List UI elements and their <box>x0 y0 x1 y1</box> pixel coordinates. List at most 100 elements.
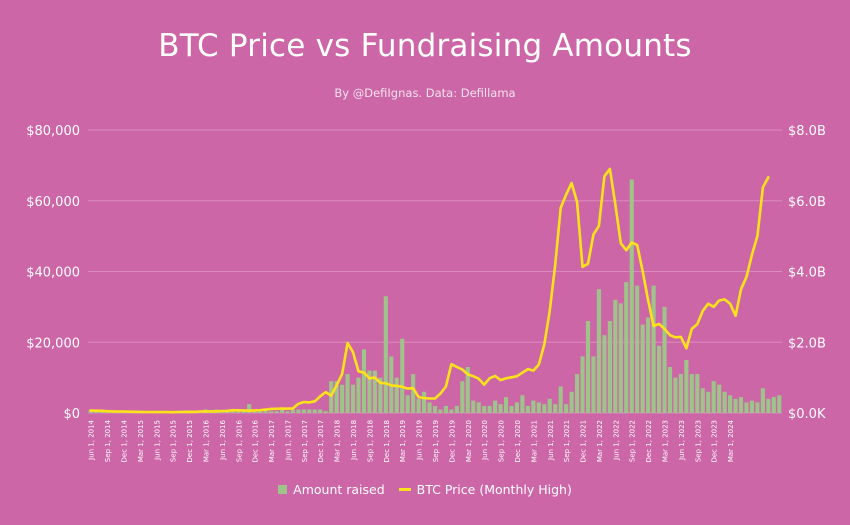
right-axis-tick-label: $0.0K <box>788 407 826 422</box>
left-axis-tick-label: $80,000 <box>26 124 80 139</box>
x-tick-label: Mar 1, 2015 <box>137 420 145 462</box>
bar-amount-raised <box>525 405 530 413</box>
chart-title: BTC Price vs Fundraising Amounts <box>158 28 692 64</box>
x-tick-label: Jun 1, 2023 <box>678 420 686 461</box>
x-tick-label: Mar 1, 2022 <box>596 420 604 462</box>
left-axis-tick-label: $20,000 <box>26 336 80 351</box>
bar-amount-raised <box>558 386 563 413</box>
bar-amount-raised <box>421 391 427 413</box>
bar-amount-raised <box>493 400 498 413</box>
bar-amount-raised <box>613 299 618 413</box>
bar-amount-raised <box>465 367 470 413</box>
bar-amount-raised <box>520 395 525 413</box>
x-tick-label: Dec 1, 2014 <box>121 419 129 462</box>
x-tick-label: Jun 1, 2017 <box>285 420 293 461</box>
bar-amount-raised <box>695 374 700 413</box>
bar-amount-raised <box>258 411 263 413</box>
bar-amount-raised <box>656 345 662 413</box>
bar-amount-raised <box>340 384 345 413</box>
x-tick-label: Jun 1, 2016 <box>219 419 227 460</box>
legend-label-btc-price: BTC Price (Monthly High) <box>416 482 572 497</box>
bar-amount-raised <box>471 400 476 413</box>
x-tick-label: Mar 1, 2020 <box>465 420 473 462</box>
x-tick-label: Sep 1, 2015 <box>170 420 178 462</box>
bar-amount-raised <box>350 384 356 413</box>
bar-amount-raised <box>689 374 694 413</box>
bar-amount-raised <box>361 349 367 413</box>
bar-amount-raised <box>427 402 432 413</box>
x-tick-label: Mar 1, 2017 <box>268 420 276 462</box>
bar-amount-raised <box>755 402 760 413</box>
bar-amount-raised <box>607 321 612 413</box>
right-axis-tick-label: $8.0B <box>788 124 826 139</box>
bar-amount-raised <box>684 359 689 413</box>
bar-amount-raised <box>651 285 656 413</box>
bar-amount-raised <box>378 377 383 413</box>
x-tick-label: Jun 1, 2015 <box>153 420 161 461</box>
right-axis-tick-label: $2.0B <box>788 336 826 351</box>
bar-amount-raised <box>372 370 377 413</box>
bar-amount-raised <box>449 409 454 413</box>
bar-amount-raised <box>706 391 711 413</box>
bar-amount-raised <box>268 411 274 413</box>
bar-amount-raised <box>432 405 438 413</box>
bar-amount-raised <box>591 356 596 413</box>
bar-amount-raised <box>760 388 765 413</box>
x-tick-label: Sep 1, 2020 <box>498 420 506 462</box>
bar-amount-raised <box>290 409 295 413</box>
bar-amount-raised <box>766 398 771 413</box>
bar-amount-raised <box>312 409 317 413</box>
right-axis-tick-label: $4.0B <box>788 266 826 281</box>
legend-item-btc-price[interactable]: BTC Price (Monthly High) <box>398 482 572 497</box>
bar-amount-raised <box>99 411 104 413</box>
bar-amount-raised <box>482 405 487 413</box>
x-tick-label: Mar 1, 2016 <box>203 419 211 462</box>
x-tick-label: Jun 1, 2020 <box>481 420 489 461</box>
x-tick-label: Sep 1, 2019 <box>432 420 440 462</box>
bar-amount-raised <box>247 404 252 413</box>
bar-amount-raised <box>640 324 645 413</box>
x-tick-label: Dec 1, 2020 <box>514 420 522 463</box>
bar-amount-raised <box>454 405 459 413</box>
x-tick-label: Jun 1, 2021 <box>547 420 555 461</box>
bar-amount-raised <box>263 409 268 413</box>
legend-item-amount-raised[interactable]: Amount raised <box>278 482 385 497</box>
chart-subtitle: By @DefiIgnas. Data: Defillama <box>334 86 516 100</box>
bar-amount-raised <box>329 381 334 413</box>
bar-amount-raised <box>711 381 716 413</box>
bar-amount-raised <box>241 411 246 413</box>
bar-amount-raised <box>498 404 503 413</box>
legend-line-swatch <box>398 488 411 491</box>
x-tick-label: Mar 1, 2021 <box>530 420 538 462</box>
bar-amount-raised <box>662 306 667 413</box>
bar-amount-raised <box>536 402 541 413</box>
bar-amount-raised <box>334 381 339 413</box>
bar-amount-raised <box>575 374 580 413</box>
x-tick-label: Mar 1, 2018 <box>334 420 342 462</box>
bar-amount-raised <box>503 397 509 413</box>
bar-amount-raised <box>301 409 306 413</box>
x-tick-label: Dec 1, 2017 <box>317 420 325 463</box>
x-tick-label: Dec 1, 2018 <box>383 420 391 463</box>
x-tick-label: Jun 1, 2014 <box>88 419 96 460</box>
legend: Amount raised BTC Price (Monthly High) <box>0 482 850 497</box>
x-tick-label: Sep 1, 2022 <box>629 420 637 462</box>
legend-label-amount-raised: Amount raised <box>293 482 385 497</box>
bar-amount-raised <box>394 377 399 413</box>
bar-amount-raised <box>279 409 285 413</box>
bar-amount-raised <box>673 377 678 413</box>
bar-amount-raised <box>602 335 607 413</box>
bar-amount-raised <box>553 404 558 413</box>
bar-amount-raised <box>296 409 301 413</box>
bar-amount-raised <box>476 402 481 413</box>
left-axis-tick-label: $60,000 <box>26 195 80 210</box>
bar-amount-raised <box>285 411 290 413</box>
bar-amount-raised <box>438 409 443 413</box>
bar-amount-raised <box>646 317 651 413</box>
x-tick-label: Sep 1, 2021 <box>563 420 571 462</box>
bar-amount-raised <box>569 391 574 413</box>
bar-amount-raised <box>596 289 602 413</box>
bar-amount-raised <box>356 377 361 413</box>
bar-amount-raised <box>416 398 421 413</box>
x-tick-label: Sep 1, 2023 <box>694 420 702 462</box>
